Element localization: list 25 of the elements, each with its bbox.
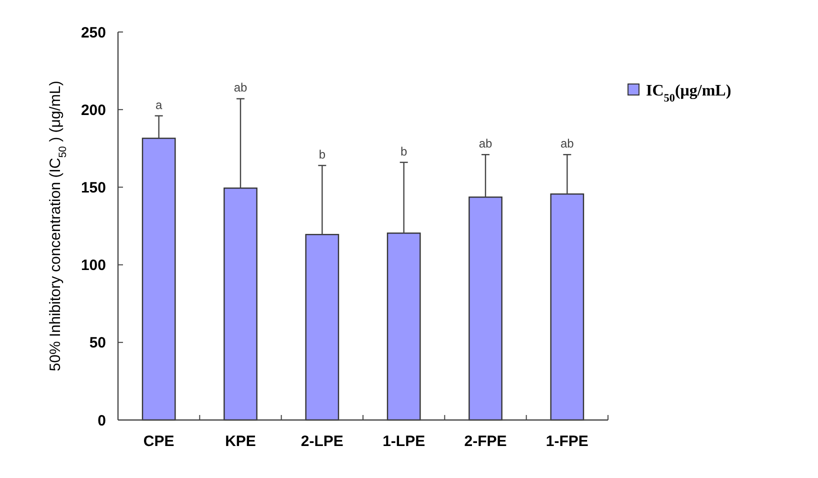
y-tick-label: 200 [80,102,106,119]
annotation: b [318,147,326,162]
y-tick-label: 100 [80,257,106,274]
annotation: a [155,98,162,112]
x-tick-label: 1-LPE [382,433,426,450]
bar [142,138,176,421]
annotation: b [400,144,408,158]
x-tick-label: 2-LPE [300,433,344,450]
x-tick-label: CPE [143,433,174,450]
bar [224,188,258,421]
y-tick-label: 0 [98,412,106,430]
y-tick-label: 150 [80,179,106,196]
legend-label: IC$_{50}$(μg/mL) [646,82,732,105]
bar [468,196,502,421]
x-tick-label: 1-FPE [546,433,588,450]
bar [550,193,584,421]
annotation: ab [234,80,248,95]
y-tick-label: 250 [80,24,106,42]
bar [386,232,421,421]
y-tick-label: 50 [89,334,106,352]
bar [305,234,340,421]
x-tick-label: KPE [225,433,256,450]
annotation: ab [478,136,492,151]
annotation: ab [560,136,574,151]
x-tick-label: 2-FPE [464,433,507,450]
